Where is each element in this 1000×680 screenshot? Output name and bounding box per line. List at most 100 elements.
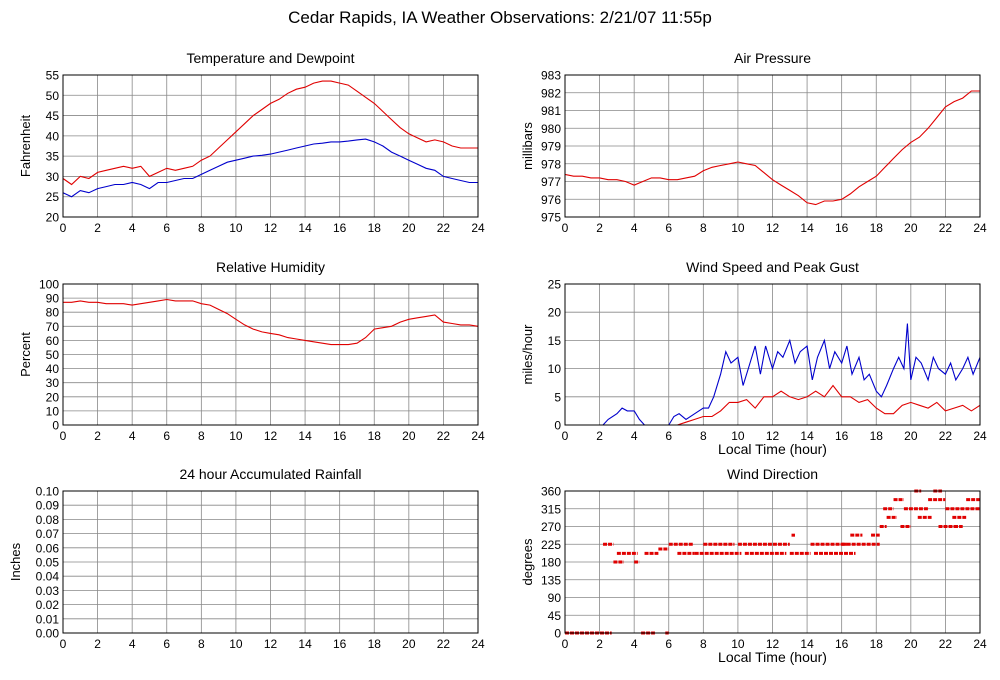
y-tick-label: 983 [541,69,561,83]
x-tick-label: 2 [596,429,603,443]
x-tick-label: 18 [870,637,884,651]
x-tick-label: 4 [129,429,136,443]
y-tick-label: 20 [46,390,60,404]
y-tick-label: 360 [541,485,561,499]
y-tick-label: 0.05 [36,556,60,570]
x-tick-label: 14 [298,221,312,235]
x-tick-label: 2 [94,221,101,235]
chart-title: Air Pressure [734,50,811,66]
y-tick-label: 30 [46,376,60,390]
y-tick-label: 60 [46,334,60,348]
chart-title: Wind Speed and Peak Gust [686,259,859,275]
x-tick-label: 2 [94,637,101,651]
y-tick-label: 5 [554,390,561,404]
x-tick-label: 10 [731,429,745,443]
y-tick-label: 0.03 [36,584,60,598]
x-tick-label: 14 [800,221,814,235]
y-tick-label: 20 [548,306,562,320]
x-tick-label: 10 [229,221,243,235]
x-tick-label: 18 [368,637,382,651]
x-tick-label: 2 [94,429,101,443]
x-tick-label: 4 [129,637,136,651]
y-tick-label: 55 [46,69,60,83]
y-tick-label: 975 [541,211,561,225]
x-tick-label: 8 [700,637,707,651]
x-tick-label: 14 [800,637,814,651]
y-tick-label: 225 [541,538,561,552]
y-tick-label: 0.08 [36,513,60,527]
y-tick-label: 80 [46,306,60,320]
x-tick-label: 12 [766,429,780,443]
y-tick-label: 20 [46,211,60,225]
series-line-1 [63,298,479,346]
chart-title: 24 hour Accumulated Rainfall [179,466,361,482]
y-tick-label: 35 [46,150,60,164]
y-tick-label: 30 [46,170,60,184]
plot-frame [564,74,981,218]
y-tick-label: 976 [541,193,561,207]
y-tick-label: 0.10 [36,485,60,499]
chart-title: Wind Direction [727,466,818,482]
x-tick-label: 0 [562,637,569,651]
y-tick-label: 977 [541,175,561,189]
x-tick-label: 8 [198,637,205,651]
y-tick-label: 90 [548,591,562,605]
y-tick-label: 50 [46,348,60,362]
x-tick-label: 10 [731,221,745,235]
x-tick-label: 24 [973,429,987,443]
series-line-1 [62,80,478,186]
y-tick-label: 135 [541,573,561,587]
x-tick-label: 24 [471,637,485,651]
x-tick-label: 8 [700,221,707,235]
x-tick-label: 16 [835,221,849,235]
series-line-1 [564,90,980,206]
y-tick-label: 50 [46,89,60,103]
x-tick-label: 24 [471,429,485,443]
x-tick-label: 22 [437,637,451,651]
y-tick-label: 979 [541,140,561,154]
x-tick-label: 8 [198,221,205,235]
x-tick-label: 20 [904,637,918,651]
y-tick-label: 10 [46,404,60,418]
y-axis-label: miles/hour [520,324,535,385]
y-tick-label: 40 [46,129,60,143]
x-tick-label: 16 [333,429,347,443]
x-tick-label: 0 [60,429,67,443]
plot-frame [62,283,479,426]
x-tick-label: 16 [333,221,347,235]
y-tick-label: 0.02 [36,598,60,612]
y-tick-label: 0 [52,419,59,433]
x-tick-label: 14 [800,429,814,443]
x-tick-label: 20 [402,221,416,235]
x-tick-label: 24 [973,221,987,235]
x-axis-label: Local Time (hour) [718,441,827,457]
x-tick-label: 6 [163,221,170,235]
plot-frame [564,283,981,426]
y-tick-label: 0.04 [36,570,60,584]
x-tick-label: 10 [229,429,243,443]
y-tick-label: 315 [541,502,561,516]
x-tick-label: 24 [471,221,485,235]
y-tick-label: 10 [548,362,562,376]
x-tick-label: 12 [264,221,278,235]
x-tick-label: 18 [870,429,884,443]
x-tick-label: 16 [835,429,849,443]
x-tick-label: 6 [665,429,672,443]
y-tick-label: 982 [541,86,561,100]
x-tick-label: 18 [368,221,382,235]
plot-frame [62,74,479,218]
chart-rain: 0.000.010.020.030.040.050.060.070.080.09… [8,466,485,651]
x-tick-label: 12 [766,221,780,235]
x-tick-label: 14 [298,637,312,651]
x-tick-label: 6 [665,221,672,235]
y-axis-label: Inches [8,542,23,581]
x-tick-label: 0 [562,221,569,235]
y-axis-label: millibars [520,122,535,170]
y-axis-label: degrees [520,538,535,585]
x-tick-label: 0 [60,637,67,651]
y-tick-label: 40 [46,362,60,376]
chart-title: Temperature and Dewpoint [186,50,354,66]
x-tick-label: 20 [402,637,416,651]
